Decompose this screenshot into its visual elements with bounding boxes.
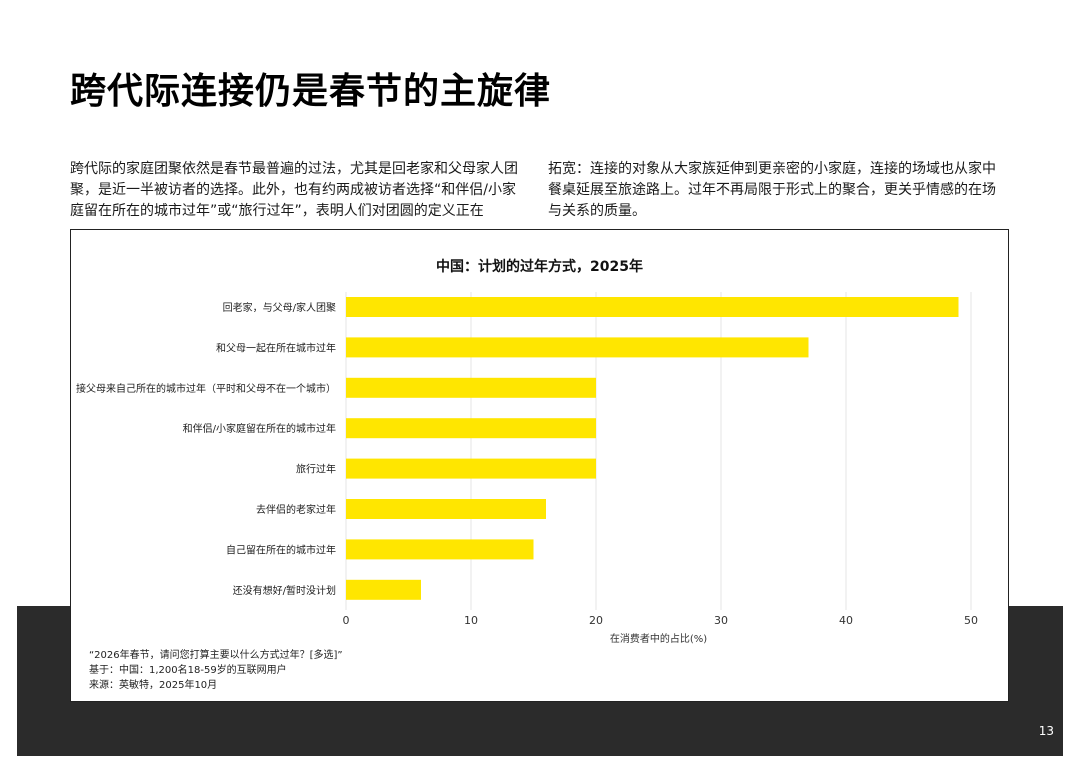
x-tick-label: 30	[714, 614, 728, 627]
bar	[346, 418, 596, 439]
category-label: 和伴侣/小家庭留在所在的城市过年	[183, 422, 336, 435]
category-label: 自己留在所在的城市过年	[226, 543, 336, 556]
x-tick-label: 50	[964, 614, 978, 627]
page-title: 跨代际连接仍是春节的主旋律	[70, 71, 552, 112]
data-source: 来源：英敏特，2025年10月	[89, 680, 218, 691]
chart-notes: “2026年春节，请问您打算主要以什么方式过年？[多选]” 基于：中国：1,20…	[89, 648, 343, 693]
bar	[346, 539, 534, 560]
x-tick-label: 0	[343, 614, 350, 627]
bar	[346, 297, 959, 317]
chart-title: 中国：计划的过年方式，2025年	[436, 259, 643, 275]
category-label: 回老家，与父母/家人团聚	[223, 301, 336, 314]
x-axis-label: 在消费者中的占比(%)	[610, 632, 707, 645]
bar	[346, 458, 596, 479]
chart-card: 中国：计划的过年方式，2025年 0 10 20 30 40 50 回老家，与父母/家人团聚…	[70, 229, 1009, 702]
category-label: 还没有想好/暂时没计划	[233, 584, 336, 597]
x-tick-label: 20	[589, 614, 603, 627]
x-tick-label: 40	[839, 614, 853, 627]
x-tick-label: 10	[464, 614, 478, 627]
bar-chart: 0 10 20 30 40 50 回老家，与父母/家人团聚和父母一起在所在城市过年接父母来自…	[76, 292, 978, 645]
survey-question: “2026年春节，请问您打算主要以什么方式过年？[多选]”	[89, 650, 343, 661]
category-label: 接父母来自己所在的城市过年（平时和父母不在一个城市）	[76, 382, 336, 395]
category-label: 旅行过年	[296, 463, 336, 476]
bar	[346, 377, 596, 398]
category-label: 和父母一起在所在城市过年	[216, 341, 336, 354]
bar	[346, 499, 546, 519]
category-label: 去伴侣的老家过年	[256, 503, 336, 516]
bar	[346, 579, 421, 600]
survey-base: 基于：中国：1,200名18-59岁的互联网用户	[89, 665, 287, 676]
intro-paragraph-right: 拓宽：连接的对象从大家族延伸到更亲密的小家庭，连接的场域也从家中餐桌延展至旅途路…	[548, 161, 996, 219]
page-number: 13	[1038, 724, 1054, 738]
bar	[346, 337, 809, 358]
intro-paragraph-left: 跨代际的家庭团聚依然是春节最普遍的过法，尤其是回老家和父母家人团聚，是近一半被访…	[70, 161, 518, 219]
